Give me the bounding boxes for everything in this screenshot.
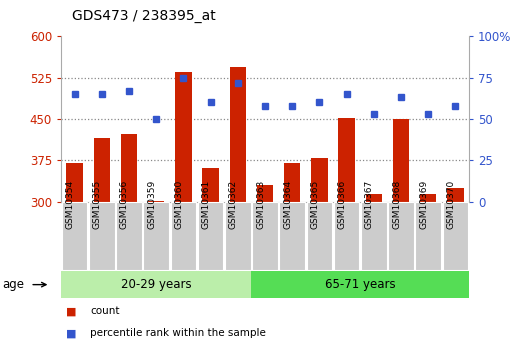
- Text: GSM10364: GSM10364: [283, 180, 292, 229]
- Bar: [116, 202, 142, 270]
- Bar: [171, 202, 196, 270]
- Text: GDS473 / 238395_at: GDS473 / 238395_at: [72, 9, 215, 22]
- Bar: [420, 194, 436, 202]
- Bar: [66, 163, 83, 202]
- Text: age: age: [3, 278, 25, 291]
- Bar: [61, 271, 251, 298]
- Text: GSM10367: GSM10367: [365, 180, 374, 229]
- Text: ■: ■: [66, 328, 77, 338]
- Bar: [279, 202, 305, 270]
- Bar: [121, 135, 137, 202]
- Text: GSM10362: GSM10362: [229, 180, 238, 229]
- Text: GSM10366: GSM10366: [338, 180, 347, 229]
- Text: GSM10363: GSM10363: [256, 180, 265, 229]
- Text: GSM10368: GSM10368: [392, 180, 401, 229]
- Bar: [311, 158, 328, 202]
- Bar: [251, 271, 469, 298]
- Bar: [284, 163, 301, 202]
- Bar: [229, 67, 246, 202]
- Text: percentile rank within the sample: percentile rank within the sample: [90, 328, 266, 338]
- Text: GSM10370: GSM10370: [446, 180, 455, 229]
- Bar: [89, 202, 114, 270]
- Text: GSM10355: GSM10355: [93, 180, 102, 229]
- Text: GSM10359: GSM10359: [147, 180, 156, 229]
- Text: ■: ■: [66, 306, 77, 316]
- Bar: [94, 138, 110, 202]
- Text: GSM10369: GSM10369: [419, 180, 428, 229]
- Bar: [361, 202, 386, 270]
- Bar: [62, 202, 87, 270]
- Bar: [447, 188, 464, 202]
- Bar: [257, 185, 273, 202]
- Text: GSM10354: GSM10354: [66, 180, 75, 229]
- Bar: [388, 202, 414, 270]
- Bar: [198, 202, 223, 270]
- Bar: [225, 202, 251, 270]
- Bar: [334, 202, 359, 270]
- Bar: [144, 202, 169, 270]
- Text: GSM10361: GSM10361: [201, 180, 210, 229]
- Text: GSM10365: GSM10365: [311, 180, 320, 229]
- Bar: [148, 201, 164, 202]
- Bar: [393, 119, 409, 202]
- Bar: [416, 202, 441, 270]
- Bar: [366, 194, 382, 202]
- Bar: [175, 72, 191, 202]
- Bar: [307, 202, 332, 270]
- Bar: [443, 202, 468, 270]
- Bar: [252, 202, 278, 270]
- Text: GSM10360: GSM10360: [174, 180, 183, 229]
- Text: 20-29 years: 20-29 years: [121, 278, 191, 291]
- Text: count: count: [90, 306, 120, 316]
- Text: 65-71 years: 65-71 years: [325, 278, 395, 291]
- Text: GSM10356: GSM10356: [120, 180, 129, 229]
- Bar: [339, 118, 355, 202]
- Bar: [202, 168, 219, 202]
